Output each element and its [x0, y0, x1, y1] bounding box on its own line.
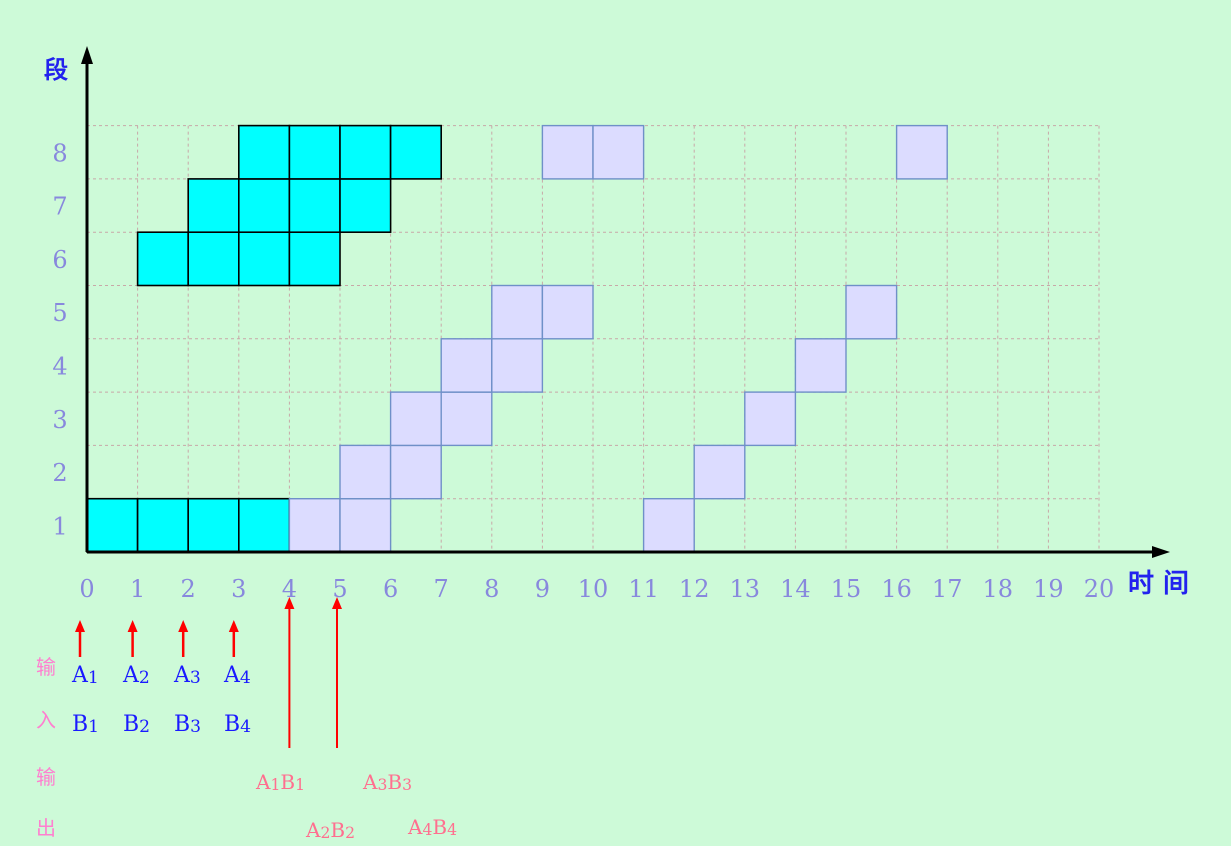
busy-cell-cyan [238, 231, 291, 287]
busy-cell-lavender [491, 338, 544, 393]
x-tick-label: 2 [181, 575, 196, 603]
x-axis-title: 时 间 [1128, 569, 1190, 599]
busy-cell-cyan [238, 497, 291, 553]
busy-cell-lavender [592, 124, 645, 180]
input-a-label: A4 [224, 663, 251, 688]
busy-cell-lavender [744, 391, 797, 447]
y-tick-label: 7 [52, 193, 67, 221]
x-tick-label: 18 [983, 575, 1014, 603]
input-b-label: B2 [123, 712, 151, 737]
x-tick-label: 17 [932, 575, 963, 603]
busy-cell-lavender [389, 444, 442, 500]
busy-cell-lavender [541, 124, 594, 180]
x-tick-label: 0 [79, 575, 94, 603]
y-tick-label: 2 [52, 459, 67, 487]
busy-cell-lavender [339, 444, 392, 500]
output-label: A3B3 [363, 770, 412, 794]
busy-cell-lavender [440, 338, 493, 393]
x-tick-label: 14 [780, 575, 811, 603]
x-tick-label: 3 [231, 575, 246, 603]
busy-cell-cyan [136, 231, 190, 287]
input-b-label: B1 [72, 712, 100, 737]
x-tick-label: 15 [831, 575, 862, 603]
busy-cell-cyan [339, 178, 392, 233]
output-caption-2: 出 [36, 816, 56, 840]
busy-cell-cyan [288, 178, 341, 233]
busy-cell-cyan [288, 124, 341, 180]
input-arrowhead [75, 620, 85, 632]
x-tick-label: 19 [1033, 575, 1064, 603]
x-tick-label: 5 [332, 575, 347, 603]
busy-cell-lavender [693, 444, 746, 500]
busy-cell-lavender [339, 498, 392, 553]
busy-cell-lavender [642, 498, 695, 553]
output-arrowhead [332, 597, 342, 609]
busy-cell-cyan [238, 124, 291, 180]
y-tick-label: 1 [52, 512, 67, 540]
input-caption-2: 入 [36, 708, 56, 732]
output-label: A2B2 [306, 818, 355, 842]
y-axis-title: 段 [44, 56, 68, 84]
input-b-label: B3 [174, 712, 202, 737]
x-tick-label: 9 [535, 575, 550, 603]
output-arrowhead [284, 597, 295, 609]
output-label: A4B4 [408, 815, 457, 839]
y-tick-label: 3 [52, 406, 67, 434]
x-tick-label: 12 [679, 575, 710, 603]
x-tick-label: 20 [1084, 575, 1115, 603]
input-arrowhead [178, 620, 189, 632]
input-a-label: A2 [123, 663, 150, 688]
input-a-label: A1 [72, 663, 99, 688]
x-tick-label: 13 [730, 575, 761, 603]
x-tick-label: 4 [282, 575, 297, 603]
x-tick-label: 11 [628, 575, 659, 603]
y-axis-arrowhead [81, 46, 93, 64]
busy-cell-lavender [288, 498, 341, 553]
output-caption-1: 输 [36, 765, 56, 789]
input-arrowhead [228, 620, 239, 632]
input-arrowhead [127, 620, 138, 632]
x-tick-label: 8 [484, 575, 499, 603]
x-tick-label: 7 [434, 575, 449, 603]
busy-cell-lavender [845, 284, 898, 340]
input-caption-1: 输 [36, 655, 56, 679]
y-tick-label: 8 [52, 139, 67, 167]
busy-cell-lavender [389, 391, 442, 447]
x-tick-label: 1 [130, 575, 145, 603]
busy-cell-cyan [187, 231, 240, 287]
output-label: A1B1 [256, 770, 305, 794]
x-tick-label: 6 [383, 575, 398, 603]
busy-cell-cyan [339, 124, 392, 180]
busy-cell-cyan [389, 124, 443, 180]
busy-cell-lavender [491, 284, 544, 340]
y-tick-label: 4 [52, 352, 67, 380]
input-b-label: B4 [224, 712, 252, 737]
busy-cell-lavender [794, 338, 847, 393]
y-tick-label: 6 [52, 246, 67, 274]
busy-cell-lavender [541, 284, 594, 340]
busy-cell-cyan [187, 178, 240, 233]
busy-cell-cyan [136, 497, 190, 553]
x-axis-arrowhead [1152, 546, 1170, 558]
y-tick-label: 5 [52, 299, 67, 327]
busy-cell-cyan [187, 497, 240, 553]
busy-cell-cyan [288, 231, 341, 287]
busy-cell-lavender [440, 391, 493, 447]
x-tick-label: 10 [578, 575, 609, 603]
busy-cell-cyan [86, 497, 139, 553]
x-tick-label: 16 [881, 575, 912, 603]
input-a-label: A3 [174, 663, 201, 688]
busy-cell-lavender [895, 124, 948, 180]
busy-cell-cyan [238, 178, 291, 233]
